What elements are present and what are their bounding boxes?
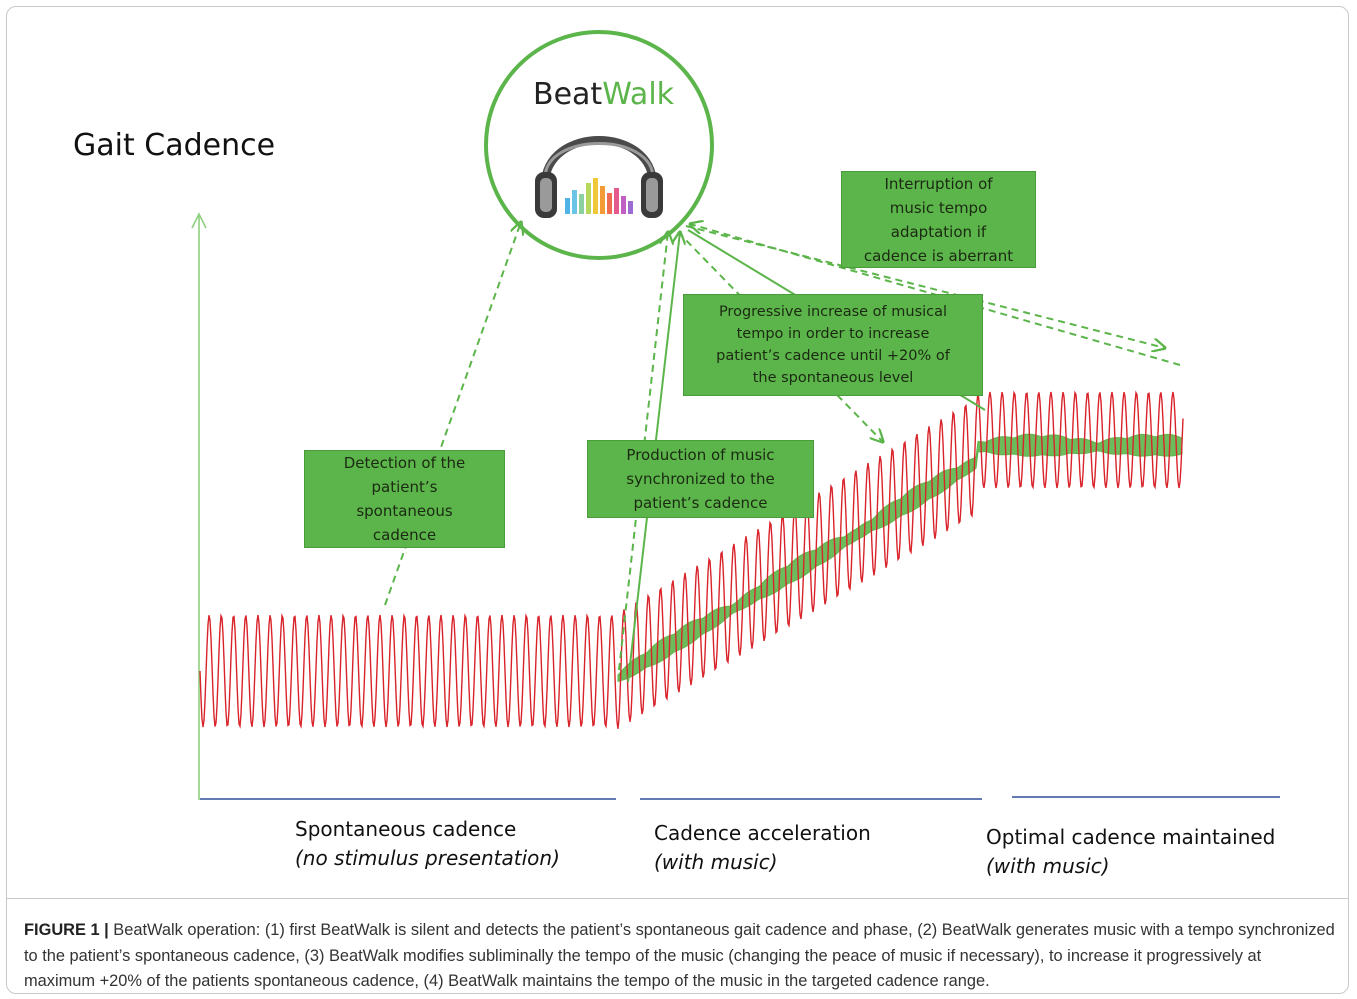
caption-divider [6, 898, 1349, 899]
phase-note: (with music) [654, 850, 778, 874]
phase-name: Optimal cadence maintained [986, 825, 1276, 849]
box-production-line: synchronized to the [626, 470, 775, 488]
phase-label-spontaneous: Spontaneous cadence (no stimulus present… [295, 815, 560, 873]
box-production-line: Production of music [626, 446, 775, 464]
phase-name: Spontaneous cadence [295, 817, 517, 841]
box-interruption-line: music tempo [889, 198, 988, 217]
box-progressive: Progressive increase of musical tempo in… [683, 294, 983, 396]
caption-label: FIGURE 1 | [24, 921, 109, 939]
phase-label-acceleration: Cadence acceleration (with music) [654, 819, 871, 877]
caption-text: BeatWalk operation: (1) first BeatWalk i… [24, 921, 1335, 990]
box-production: Production of music synchronized to the … [587, 440, 814, 518]
phase-name: Cadence acceleration [654, 821, 871, 845]
box-progressive-line: Progressive increase of musical [718, 304, 948, 320]
y-axis-label: Gait Cadence [73, 128, 276, 163]
box-progressive-line: the spontaneous level [752, 370, 914, 386]
box-progressive-line: patient’s cadence until +20% of [716, 348, 950, 364]
logo-word-walk: Walk [602, 77, 675, 112]
box-production-line: patient’s cadence [633, 494, 768, 512]
box-interruption-line: Interruption of [884, 174, 993, 193]
headphones-equalizer-icon [535, 136, 663, 218]
phase-label-optimal: Optimal cadence maintained (with music) [986, 823, 1275, 881]
box-interruption: Interruption of music tempo adaptation i… [841, 171, 1036, 268]
box-detection-line: cadence [372, 526, 437, 544]
y-axis-arrowhead [191, 212, 207, 229]
phase-note: (with music) [986, 854, 1110, 878]
figure-caption: FIGURE 1 | BeatWalk operation: (1) first… [24, 918, 1336, 995]
box-interruption-line: cadence is aberrant [863, 246, 1014, 265]
box-detection-line: Detection of the [343, 454, 466, 472]
box-progressive-line: tempo in order to increase [736, 326, 930, 342]
logo-word-beat: Beat [533, 77, 603, 112]
gait-signal [199, 390, 1184, 729]
box-detection-line: patient’s [371, 478, 438, 496]
phase-note: (no stimulus presentation) [295, 846, 560, 870]
box-interruption-line: adaptation if [890, 222, 987, 241]
box-detection: Detection of the patient’s spontaneous c… [304, 450, 505, 548]
figure-frame [6, 6, 1349, 994]
beatwalk-logo-text: BeatWalk [533, 77, 674, 112]
box-detection-line: spontaneous [356, 502, 453, 520]
